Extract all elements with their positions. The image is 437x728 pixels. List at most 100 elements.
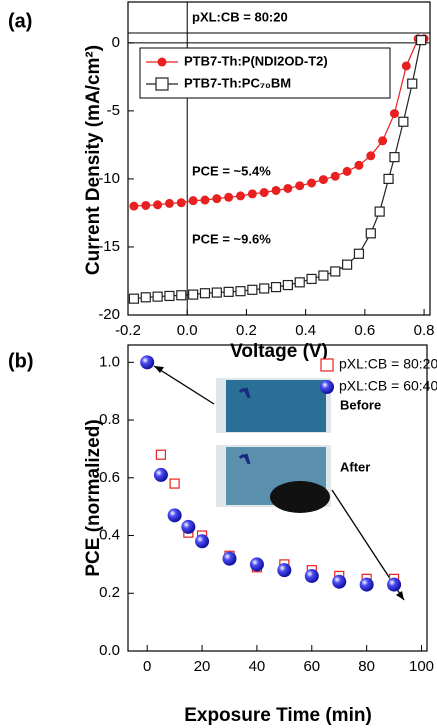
marker: [235, 286, 246, 297]
y-tick-label: 1.0: [99, 353, 120, 370]
panel-label: (a): [8, 10, 32, 32]
marker: [270, 282, 282, 293]
y-axis-label: PCE (normalized): [83, 419, 104, 576]
marker: [398, 116, 409, 127]
marker: [354, 160, 364, 170]
photo-after: [216, 445, 331, 513]
panel-label: (b): [8, 350, 34, 372]
marker: [176, 198, 186, 208]
marker: [236, 191, 246, 201]
marker: [341, 259, 353, 270]
x-tick-label: 80: [358, 658, 375, 675]
marker: [152, 291, 163, 302]
annotation: PCE = ~9.6%: [192, 231, 271, 246]
marker: [140, 292, 151, 303]
x-axis-label: Exposure Time (min): [184, 705, 372, 726]
annotation: After: [340, 459, 370, 474]
marker: [164, 290, 175, 302]
marker: [259, 283, 270, 294]
marker: [153, 200, 163, 210]
marker: [332, 574, 347, 589]
plot-frame: [127, 1, 431, 316]
x-tick-label: 0: [143, 658, 151, 675]
marker: [304, 568, 319, 583]
y-tick-label: -15: [98, 238, 120, 255]
y-tick-label: 0.8: [99, 411, 120, 428]
marker: [155, 449, 167, 460]
legend-marker: [320, 380, 334, 394]
y-tick-label: -10: [98, 170, 120, 187]
marker: [374, 206, 385, 217]
x-tick-label: 0.8: [414, 322, 435, 339]
legend-marker: [155, 77, 169, 91]
legend-label: PTB7-Th:P(NDI2OD-T2): [184, 53, 328, 68]
marker: [188, 289, 199, 300]
marker: [277, 563, 292, 578]
marker: [342, 166, 352, 176]
marker: [247, 189, 257, 199]
marker: [200, 195, 210, 205]
marker: [330, 171, 340, 181]
marker: [387, 577, 402, 592]
marker: [222, 551, 237, 566]
legend-label: pXL:CB = 60:40: [339, 378, 437, 394]
y-tick-label: 0.0: [99, 642, 120, 659]
x-tick-label: -0.2: [115, 322, 141, 339]
x-tick-label: 60: [303, 658, 320, 675]
y-tick-label: 0.4: [99, 526, 120, 543]
marker: [389, 152, 400, 163]
marker: [153, 467, 168, 482]
y-tick-label: -20: [98, 306, 120, 323]
marker: [359, 577, 374, 592]
x-tick-label: 100: [409, 658, 434, 675]
marker: [416, 35, 427, 46]
annotation: pXL:CB = 80:20: [192, 9, 288, 24]
legend-label: pXL:CB = 80:20: [339, 356, 437, 372]
legend-marker: [320, 358, 334, 372]
marker: [164, 198, 174, 208]
marker: [188, 196, 198, 206]
marker: [224, 192, 234, 202]
marker: [167, 508, 182, 523]
arrow-head: [396, 591, 404, 600]
marker: [140, 355, 155, 370]
y-axis-label: Current Density (mA/cm²): [83, 45, 104, 275]
legend-label: PTB7-Th:PC₇₀BM: [184, 75, 291, 90]
marker: [407, 78, 418, 89]
marker: [295, 181, 305, 191]
marker: [353, 248, 365, 259]
x-tick-label: 40: [249, 658, 266, 675]
marker: [176, 290, 187, 301]
marker: [283, 183, 293, 193]
x-tick-label: 0.2: [236, 322, 257, 339]
marker: [199, 288, 211, 299]
x-tick-label: 20: [194, 658, 211, 675]
marker: [318, 270, 329, 281]
marker: [212, 194, 222, 204]
plot-frame: [127, 344, 428, 652]
marker: [195, 534, 210, 549]
marker: [247, 284, 258, 295]
x-tick-label: 0.4: [295, 322, 316, 339]
marker: [307, 178, 317, 188]
marker: [128, 293, 140, 304]
x-tick-label: 0.6: [354, 322, 375, 339]
marker: [330, 266, 341, 277]
legend-box: [139, 47, 391, 99]
arrow-head: [154, 366, 164, 373]
marker: [129, 201, 139, 211]
y-tick-label: 0.6: [99, 469, 120, 486]
marker: [378, 136, 388, 146]
marker: [141, 200, 151, 210]
marker: [249, 557, 264, 572]
annotation: PCE = ~5.4%: [192, 163, 271, 178]
marker: [211, 287, 222, 298]
marker: [365, 228, 376, 239]
x-tick-label: 0.0: [177, 322, 198, 339]
marker: [366, 151, 376, 161]
marker: [223, 286, 234, 297]
marker: [282, 279, 293, 291]
arrow: [153, 365, 215, 405]
marker: [318, 175, 328, 185]
